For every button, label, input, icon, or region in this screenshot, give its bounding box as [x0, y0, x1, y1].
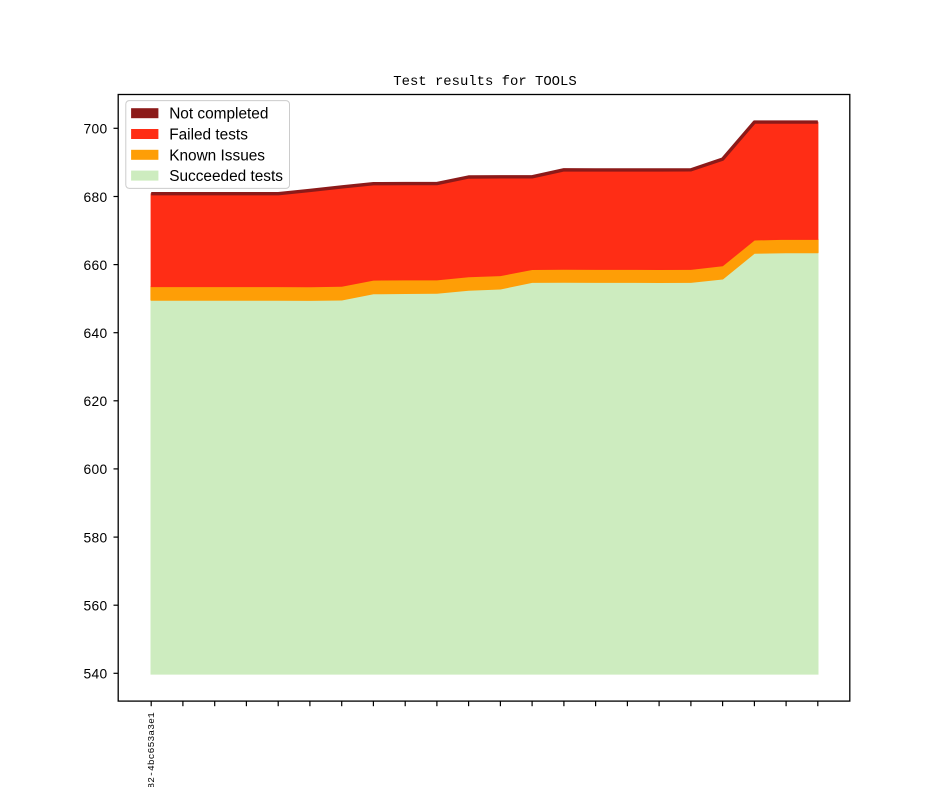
svg-text:700: 700: [84, 122, 108, 137]
svg-text:580: 580: [84, 530, 108, 545]
svg-text:640: 640: [84, 326, 108, 341]
svg-text:Failed tests: Failed tests: [169, 127, 248, 144]
svg-text:Succeeded tests: Succeeded tests: [169, 168, 283, 185]
svg-text:Test results for TOOLS: Test results for TOOLS: [393, 74, 576, 90]
svg-text:560: 560: [84, 599, 108, 614]
svg-text:600: 600: [84, 462, 108, 477]
svg-text:540: 540: [84, 667, 108, 682]
svg-text:Not completed: Not completed: [169, 106, 268, 123]
svg-text:680: 680: [84, 190, 108, 205]
svg-text:82-4bc653a3e1: 82-4bc653a3e1: [146, 712, 157, 787]
svg-text:Known Issues: Known Issues: [169, 147, 265, 164]
svg-text:660: 660: [84, 258, 108, 273]
svg-text:620: 620: [84, 394, 108, 409]
